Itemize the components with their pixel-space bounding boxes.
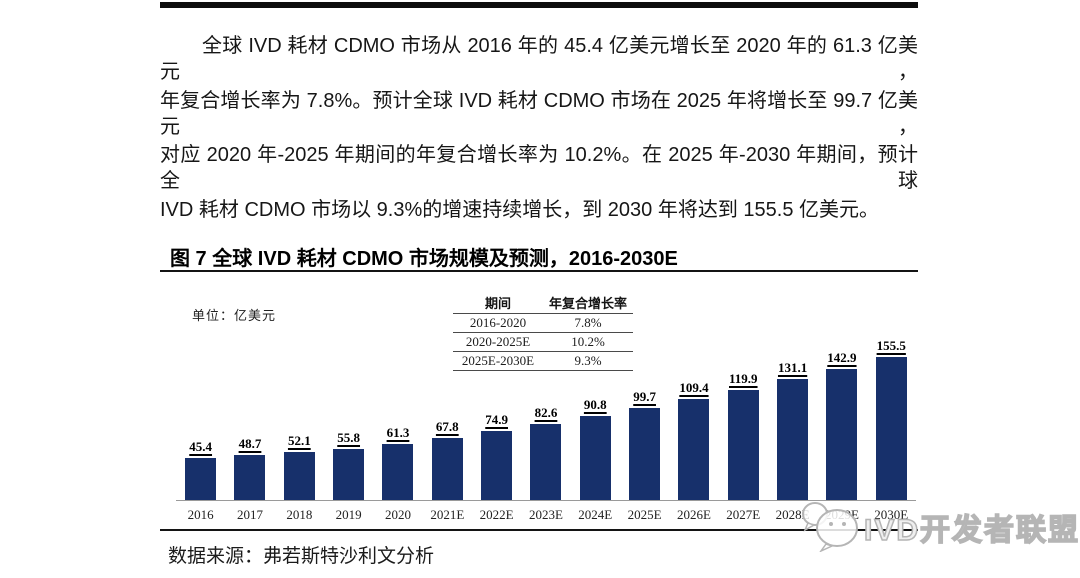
paragraph-line: 全球 IVD 耗材 CDMO 市场从 2016 年的 45.4 亿美元增长至 2… bbox=[160, 35, 918, 83]
bar bbox=[283, 452, 315, 500]
bar-slot: 142.92029E bbox=[817, 325, 866, 522]
x-axis-label: 2021E bbox=[430, 507, 465, 522]
bar-slot: 119.9 2027E bbox=[719, 325, 768, 522]
bar-value-label: 48.7 bbox=[238, 436, 262, 451]
bar bbox=[678, 399, 710, 500]
bar-value-label: 74.9 bbox=[485, 412, 508, 427]
x-axis-label: 2018 bbox=[286, 507, 313, 522]
watermark: IVD开发者联盟 bbox=[800, 494, 1080, 557]
bar bbox=[431, 438, 463, 500]
data-source-note: 数据来源：弗若斯特沙利文分析 bbox=[168, 546, 435, 567]
cagr-period: 2020-2025E bbox=[465, 334, 531, 349]
paragraph-line: 对应 2020 年-2025 年期间的年复合增长率为 10.2%。在 2025 … bbox=[160, 144, 918, 192]
bar-chart: 45.4 2016 48.7 2017 52.1 2018 55.8 2019 61.3 2020… bbox=[176, 325, 916, 522]
chart-unit-label: 单位：亿美元 bbox=[192, 308, 277, 323]
bar bbox=[530, 424, 562, 500]
bar-value-label: 67.8 bbox=[435, 419, 459, 434]
bar-slot: 82.6 2023E bbox=[521, 325, 570, 522]
x-axis-label: 2022E bbox=[479, 507, 514, 522]
paragraph-line: 年复合增长率为 7.8%。预计全球 IVD 耗材 CDMO 市场在 2025 年… bbox=[160, 90, 918, 138]
bar bbox=[727, 390, 759, 500]
bar-slot: 109.4 2026E bbox=[669, 325, 718, 522]
bar-value-label: 45.4 bbox=[189, 439, 213, 454]
bar-slot: 45.4 2016 bbox=[176, 325, 225, 522]
bar-slot: 67.8 2021E bbox=[423, 325, 472, 522]
bar bbox=[382, 444, 414, 500]
x-axis-label: 2024E bbox=[578, 507, 613, 522]
bar-value-label: 99.7 bbox=[633, 389, 656, 404]
paragraph-line: IVD 耗材 CDMO 市场以 9.3%的增速持续增长，到 2030 年将达到 … bbox=[160, 199, 880, 221]
bar-slot: 48.7 2017 bbox=[225, 325, 274, 522]
cagr-rate: 7.8% bbox=[574, 315, 602, 330]
bar bbox=[481, 431, 513, 500]
x-axis-label: 2019 bbox=[335, 507, 362, 522]
cagr-rate: 9.3% bbox=[574, 353, 602, 368]
x-axis-label: 2023E bbox=[528, 507, 563, 522]
bar bbox=[875, 357, 907, 500]
figure-title-rule bbox=[160, 270, 918, 272]
x-axis-label: 2026E bbox=[676, 507, 711, 522]
bar bbox=[185, 458, 217, 500]
bar bbox=[579, 416, 611, 500]
bar-value-label: 119.9 bbox=[729, 371, 758, 386]
x-axis-label: 2017 bbox=[236, 507, 263, 522]
bar-slot: 90.8 2024E bbox=[571, 325, 620, 522]
page-content: 全球 IVD 耗材 CDMO 市场从 2016 年的 45.4 亿美元增长至 2… bbox=[160, 0, 918, 578]
bar-slot: 74.9 2022E bbox=[472, 325, 521, 522]
bar-value-label: 131.1 bbox=[777, 360, 808, 375]
x-axis-label: 2020 bbox=[384, 507, 411, 522]
cagr-table-row: 2020-2025E 10.2% bbox=[453, 333, 633, 352]
bar bbox=[777, 379, 809, 500]
bar-value-label: 55.8 bbox=[337, 430, 361, 445]
cagr-period: 2016-2020 bbox=[469, 315, 527, 330]
bar-slot: 55.8 2019 bbox=[324, 325, 373, 522]
cagr-header-rate: 年复合增长率 bbox=[548, 296, 627, 311]
bar-slot: 61.3 2020 bbox=[373, 325, 422, 522]
bar bbox=[234, 455, 266, 500]
top-divider-rule bbox=[160, 2, 918, 8]
bottom-divider-rule bbox=[160, 529, 918, 531]
bar-value-label: 142.9 bbox=[827, 350, 857, 365]
bar-value-label: 82.6 bbox=[534, 405, 558, 420]
bar-slot: 155.5 2030E bbox=[867, 325, 916, 522]
cagr-table-header-row: 期间 年复合增长率 bbox=[453, 295, 633, 314]
x-axis-label: 2016 bbox=[187, 507, 214, 522]
bar-value-label: 90.8 bbox=[583, 397, 607, 412]
x-axis-label: 2028E bbox=[775, 507, 810, 522]
bar-value-label: 52.1 bbox=[287, 433, 311, 448]
cagr-table: 期间 年复合增长率 2016-2020 7.8% 2020-2025E 10.2… bbox=[453, 295, 633, 371]
figure-title: 图 7 全球 IVD 耗材 CDMO 市场规模及预测，2016-2030E bbox=[170, 248, 678, 270]
chat-bubbles-logo-icon bbox=[800, 494, 864, 557]
bar-slot: 131.1 2028E bbox=[768, 325, 817, 522]
bar bbox=[629, 408, 661, 500]
bar-value-label: 109.4 bbox=[679, 380, 709, 395]
cagr-period: 2025E-2030E bbox=[461, 353, 535, 368]
x-axis-label: 2025E bbox=[627, 507, 662, 522]
x-axis-label: 2027E bbox=[726, 507, 761, 522]
cagr-table-row: 2016-2020 7.8% bbox=[453, 314, 633, 333]
bar-slot: 99.7 2025E bbox=[620, 325, 669, 522]
bar bbox=[826, 369, 858, 500]
cagr-rate: 10.2% bbox=[571, 334, 605, 349]
bar-value-label: 61.3 bbox=[386, 425, 410, 440]
bar bbox=[333, 449, 365, 500]
bar-slot: 52.1 2018 bbox=[275, 325, 324, 522]
watermark-text: IVD开发者联盟 bbox=[863, 513, 1080, 548]
x-axis-label: 2030E bbox=[874, 507, 909, 522]
cagr-header-period: 期间 bbox=[484, 296, 511, 311]
cagr-table-row: 2025E-2030E 9.3% bbox=[453, 352, 633, 371]
bar-value-label: 155.5 bbox=[876, 338, 906, 353]
